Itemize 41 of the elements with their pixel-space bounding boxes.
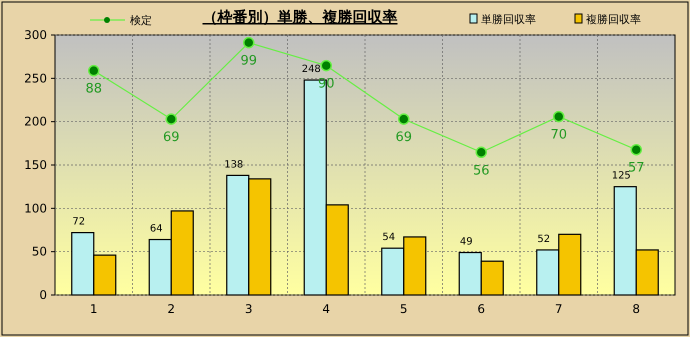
data-label: 69 bbox=[162, 130, 180, 146]
point bbox=[166, 113, 177, 125]
data-label: 99 bbox=[240, 54, 258, 69]
x-tick-label: 7 bbox=[554, 302, 563, 316]
legend-label: 検定 bbox=[130, 14, 152, 27]
x-tick-label: 6 bbox=[477, 302, 486, 316]
data-label: 138 bbox=[224, 159, 244, 170]
data-label: 64 bbox=[150, 224, 163, 235]
data-label: 56 bbox=[472, 163, 490, 178]
point bbox=[243, 36, 254, 48]
data-label: 248 bbox=[302, 64, 321, 76]
data-label: 88 bbox=[85, 82, 102, 97]
y-tick-label: 250 bbox=[24, 71, 47, 86]
point bbox=[553, 110, 564, 122]
x-tick-label: 2 bbox=[167, 302, 176, 316]
legend-label: 複勝回収率 bbox=[586, 13, 641, 26]
data-label: 49 bbox=[460, 236, 473, 248]
point bbox=[398, 113, 410, 125]
x-tick-label: 5 bbox=[400, 302, 408, 316]
point bbox=[476, 146, 487, 158]
x-tick-label: 4 bbox=[322, 302, 330, 316]
y-tick-label: 200 bbox=[24, 114, 47, 129]
x-tick-label: 8 bbox=[632, 302, 640, 316]
data-label: 69 bbox=[395, 130, 412, 146]
legend-label: 単勝回収率 bbox=[481, 13, 536, 26]
y-tick-label: 100 bbox=[24, 201, 47, 216]
chart-title: （枠番別）単勝、複勝回収率 bbox=[202, 8, 398, 26]
data-label: 70 bbox=[550, 128, 568, 143]
point bbox=[320, 60, 332, 72]
data-label: 72 bbox=[72, 216, 86, 228]
data-label: 125 bbox=[612, 170, 631, 182]
y-tick-label: 50 bbox=[32, 244, 47, 259]
point bbox=[630, 144, 642, 156]
data-label: 54 bbox=[382, 232, 396, 244]
y-tick-label: 300 bbox=[24, 28, 47, 42]
y-tick-label: 150 bbox=[24, 158, 47, 172]
x-tick-label: 1 bbox=[90, 302, 98, 316]
y-tick-label: 0 bbox=[39, 288, 47, 302]
x-tick-label: 3 bbox=[244, 302, 253, 316]
point bbox=[88, 64, 100, 76]
data-label: 52 bbox=[537, 234, 550, 245]
